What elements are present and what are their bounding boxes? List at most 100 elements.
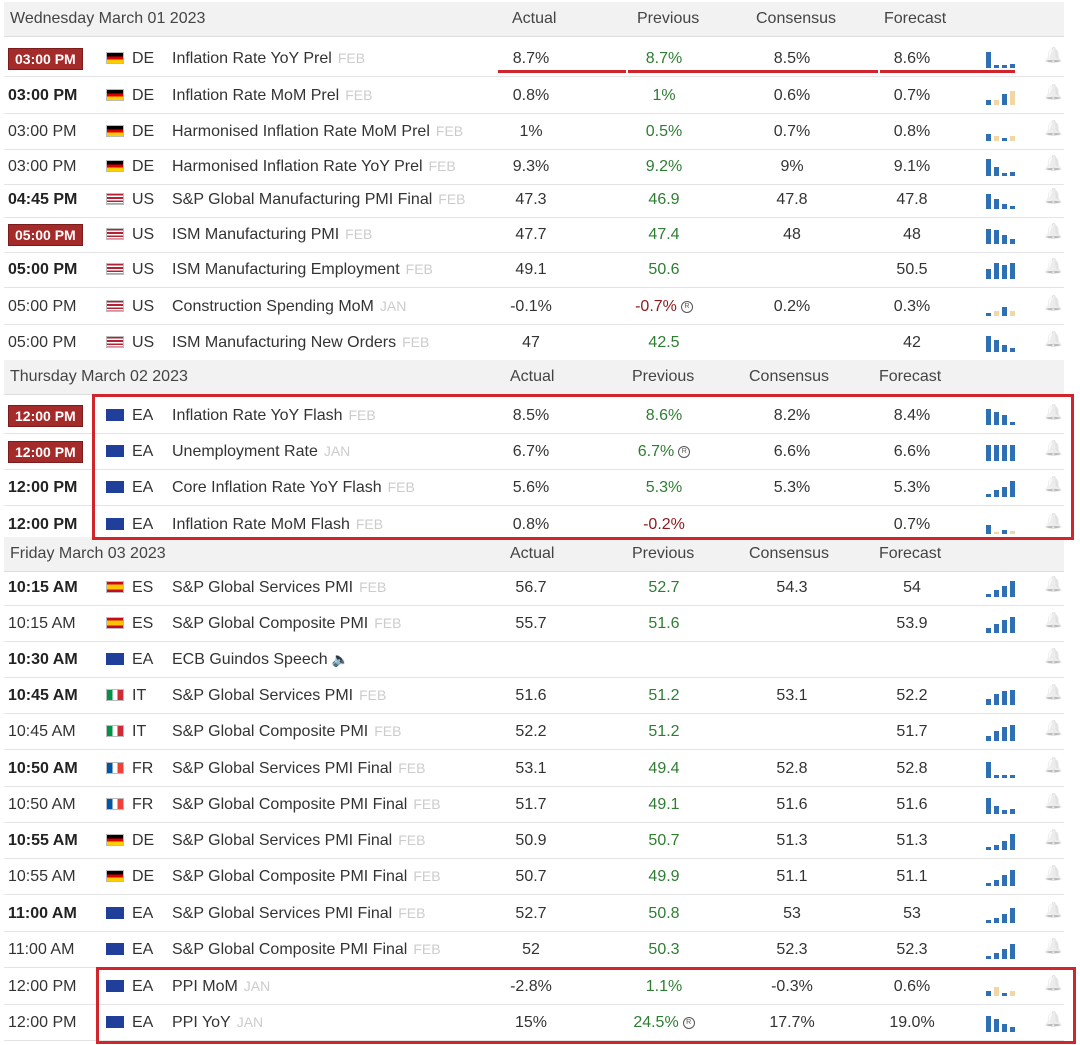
event-name[interactable]: S&P Global Composite PMI Final FEB bbox=[172, 941, 441, 959]
alert-bell-icon[interactable]: 🔔 bbox=[1044, 1011, 1063, 1028]
event-title[interactable]: S&P Global Composite PMI Final bbox=[172, 941, 408, 958]
history-chart-icon[interactable] bbox=[986, 405, 1022, 425]
event-name[interactable]: S&P Global Composite PMI Final FEB bbox=[172, 868, 441, 886]
alert-bell-icon[interactable]: 🔔 bbox=[1044, 295, 1063, 312]
event-name[interactable]: S&P Global Manufacturing PMI Final FEB bbox=[172, 191, 466, 209]
event-name[interactable]: Core Inflation Rate YoY Flash FEB bbox=[172, 479, 415, 497]
alert-bell-icon[interactable]: 🔔 bbox=[1044, 902, 1063, 919]
event-title[interactable]: Inflation Rate MoM Prel bbox=[172, 87, 340, 104]
event-row[interactable]: 10:55 AM DE S&P Global Services PMI Final F… bbox=[4, 822, 1064, 859]
event-name[interactable]: PPI YoY JAN bbox=[172, 1014, 263, 1032]
event-name[interactable]: Inflation Rate MoM Flash FEB bbox=[172, 516, 383, 534]
event-title[interactable]: Inflation Rate MoM Flash bbox=[172, 516, 350, 533]
event-name[interactable]: Inflation Rate YoY Flash FEB bbox=[172, 407, 376, 425]
event-row[interactable]: 12:00 PM EA Inflation Rate YoY Flash FEB 8.5… bbox=[4, 397, 1064, 434]
event-name[interactable]: Inflation Rate MoM Prel FEB bbox=[172, 87, 372, 105]
event-title[interactable]: ISM Manufacturing Employment bbox=[172, 261, 400, 278]
event-title[interactable]: ECB Guindos Speech bbox=[172, 651, 328, 668]
event-title[interactable]: ISM Manufacturing PMI bbox=[172, 226, 340, 243]
history-chart-icon[interactable] bbox=[986, 332, 1022, 352]
alert-bell-icon[interactable]: 🔔 bbox=[1044, 612, 1063, 629]
column-header-forecast[interactable]: Forecast bbox=[879, 368, 942, 385]
event-name[interactable]: ISM Manufacturing New Orders FEB bbox=[172, 334, 429, 352]
event-row[interactable]: 10:15 AM ES S&P Global Services PMI FEB 56.7… bbox=[4, 569, 1064, 606]
event-title[interactable]: S&P Global Services PMI Final bbox=[172, 905, 393, 922]
event-title[interactable]: S&P Global Composite PMI bbox=[172, 615, 369, 632]
history-chart-icon[interactable] bbox=[986, 903, 1022, 923]
alert-bell-icon[interactable]: 🔔 bbox=[1044, 155, 1063, 172]
column-header-actual[interactable]: Actual bbox=[512, 10, 557, 27]
alert-bell-icon[interactable]: 🔔 bbox=[1044, 331, 1063, 348]
alert-bell-icon[interactable]: 🔔 bbox=[1044, 404, 1063, 421]
event-name[interactable]: S&P Global Services PMI Final FEB bbox=[172, 760, 425, 778]
event-title[interactable]: S&P Global Composite PMI Final bbox=[172, 796, 408, 813]
event-name[interactable]: S&P Global Services PMI FEB bbox=[172, 579, 386, 597]
history-chart-icon[interactable] bbox=[986, 866, 1022, 886]
event-name[interactable]: S&P Global Composite PMI FEB bbox=[172, 723, 401, 741]
event-name[interactable]: PPI MoM JAN bbox=[172, 978, 270, 996]
event-row[interactable]: 10:50 AM FR S&P Global Services PMI Final F… bbox=[4, 750, 1064, 787]
event-row[interactable]: 03:00 PM DE Inflation Rate MoM Prel FEB 0.8%… bbox=[4, 77, 1064, 114]
event-title[interactable]: Core Inflation Rate YoY Flash bbox=[172, 479, 382, 496]
history-chart-icon[interactable] bbox=[986, 85, 1022, 105]
event-row[interactable]: 10:15 AM ES S&P Global Composite PMI FEB 55.… bbox=[4, 605, 1064, 642]
history-chart-icon[interactable] bbox=[986, 794, 1022, 814]
history-chart-icon[interactable] bbox=[986, 758, 1022, 778]
event-name[interactable]: S&P Global Services PMI Final FEB bbox=[172, 905, 425, 923]
event-title[interactable]: PPI YoY bbox=[172, 1014, 231, 1031]
event-name[interactable]: S&P Global Composite PMI Final FEB bbox=[172, 796, 441, 814]
event-row[interactable]: 03:00 PM DE Harmonised Inflation Rate MoM … bbox=[4, 113, 1064, 150]
history-chart-icon[interactable] bbox=[986, 296, 1022, 316]
event-title[interactable]: S&P Global Manufacturing PMI Final bbox=[172, 191, 433, 208]
history-chart-icon[interactable] bbox=[986, 477, 1022, 497]
event-title[interactable]: S&P Global Services PMI Final bbox=[172, 832, 393, 849]
event-row[interactable]: 05:00 PM US ISM Manufacturing Employment FE… bbox=[4, 251, 1064, 288]
event-name[interactable]: ISM Manufacturing PMI FEB bbox=[172, 226, 372, 244]
event-row[interactable]: 11:00 AM EA S&P Global Composite PMI Final… bbox=[4, 931, 1064, 968]
event-title[interactable]: S&P Global Composite PMI bbox=[172, 723, 369, 740]
history-chart-icon[interactable] bbox=[986, 939, 1022, 959]
event-row[interactable]: 12:00 PM EA PPI YoY JAN 15% 24.5% R 17.7% 19.0% 🔔 bbox=[4, 1004, 1064, 1041]
event-row[interactable]: 03:00 PM DE Inflation Rate YoY Prel FEB 8.7%… bbox=[4, 40, 1064, 77]
column-header-consensus[interactable]: Consensus bbox=[749, 545, 830, 562]
event-name[interactable]: Unemployment Rate JAN bbox=[172, 443, 350, 461]
event-title[interactable]: PPI MoM bbox=[172, 978, 238, 995]
event-row[interactable]: 05:00 PM US ISM Manufacturing New Orders FE… bbox=[4, 324, 1064, 361]
event-row[interactable]: 12:00 PM EA Inflation Rate MoM Flash FEB 0.8… bbox=[4, 506, 1064, 543]
event-row[interactable]: 10:45 AM IT S&P Global Composite PMI FEB 52.… bbox=[4, 713, 1064, 750]
event-title[interactable]: S&P Global Services PMI bbox=[172, 687, 354, 704]
event-row[interactable]: 03:00 PM DE Harmonised Inflation Rate YoY … bbox=[4, 148, 1064, 185]
alert-bell-icon[interactable]: 🔔 bbox=[1044, 47, 1063, 64]
event-name[interactable]: S&P Global Services PMI Final FEB bbox=[172, 832, 425, 850]
alert-bell-icon[interactable]: 🔔 bbox=[1044, 576, 1063, 593]
column-header-forecast[interactable]: Forecast bbox=[884, 10, 947, 27]
column-header-consensus[interactable]: Consensus bbox=[756, 10, 837, 27]
alert-bell-icon[interactable]: 🔔 bbox=[1044, 476, 1063, 493]
history-chart-icon[interactable] bbox=[986, 830, 1022, 850]
alert-bell-icon[interactable]: 🔔 bbox=[1044, 258, 1063, 275]
event-name[interactable]: S&P Global Composite PMI FEB bbox=[172, 615, 401, 633]
alert-bell-icon[interactable]: 🔔 bbox=[1044, 938, 1063, 955]
alert-bell-icon[interactable]: 🔔 bbox=[1044, 440, 1063, 457]
event-name[interactable]: Harmonised Inflation Rate MoM Prel FEB bbox=[172, 123, 463, 141]
event-name[interactable]: ECB Guindos Speech 🔈 bbox=[172, 651, 349, 669]
column-header-consensus[interactable]: Consensus bbox=[749, 368, 830, 385]
event-title[interactable]: S&P Global Services PMI Final bbox=[172, 760, 393, 777]
alert-bell-icon[interactable]: 🔔 bbox=[1044, 513, 1063, 530]
alert-bell-icon[interactable]: 🔔 bbox=[1044, 865, 1063, 882]
event-title[interactable]: Construction Spending MoM bbox=[172, 298, 374, 315]
column-header-previous[interactable]: Previous bbox=[637, 10, 700, 27]
event-row[interactable]: 11:00 AM EA S&P Global Services PMI Final F… bbox=[4, 895, 1064, 932]
event-row[interactable]: 04:45 PM US S&P Global Manufacturing PMI F… bbox=[4, 181, 1064, 218]
event-row[interactable]: 12:00 PM EA PPI MoM JAN -2.8% 1.1% -0.3% 0.6% 🔔 bbox=[4, 968, 1064, 1005]
event-row[interactable]: 12:00 PM EA Unemployment Rate JAN 6.7% 6.7% R 6… bbox=[4, 433, 1064, 470]
alert-bell-icon[interactable]: 🔔 bbox=[1044, 757, 1063, 774]
alert-bell-icon[interactable]: 🔔 bbox=[1044, 975, 1063, 992]
history-chart-icon[interactable] bbox=[986, 121, 1022, 141]
event-title[interactable]: ISM Manufacturing New Orders bbox=[172, 334, 397, 351]
event-row[interactable]: 05:00 PM US Construction Spending MoM JAN -0… bbox=[4, 288, 1064, 325]
alert-bell-icon[interactable]: 🔔 bbox=[1044, 829, 1063, 846]
column-header-actual[interactable]: Actual bbox=[510, 545, 555, 562]
event-name[interactable]: Inflation Rate YoY Prel FEB bbox=[172, 50, 365, 68]
alert-bell-icon[interactable]: 🔔 bbox=[1044, 684, 1063, 701]
